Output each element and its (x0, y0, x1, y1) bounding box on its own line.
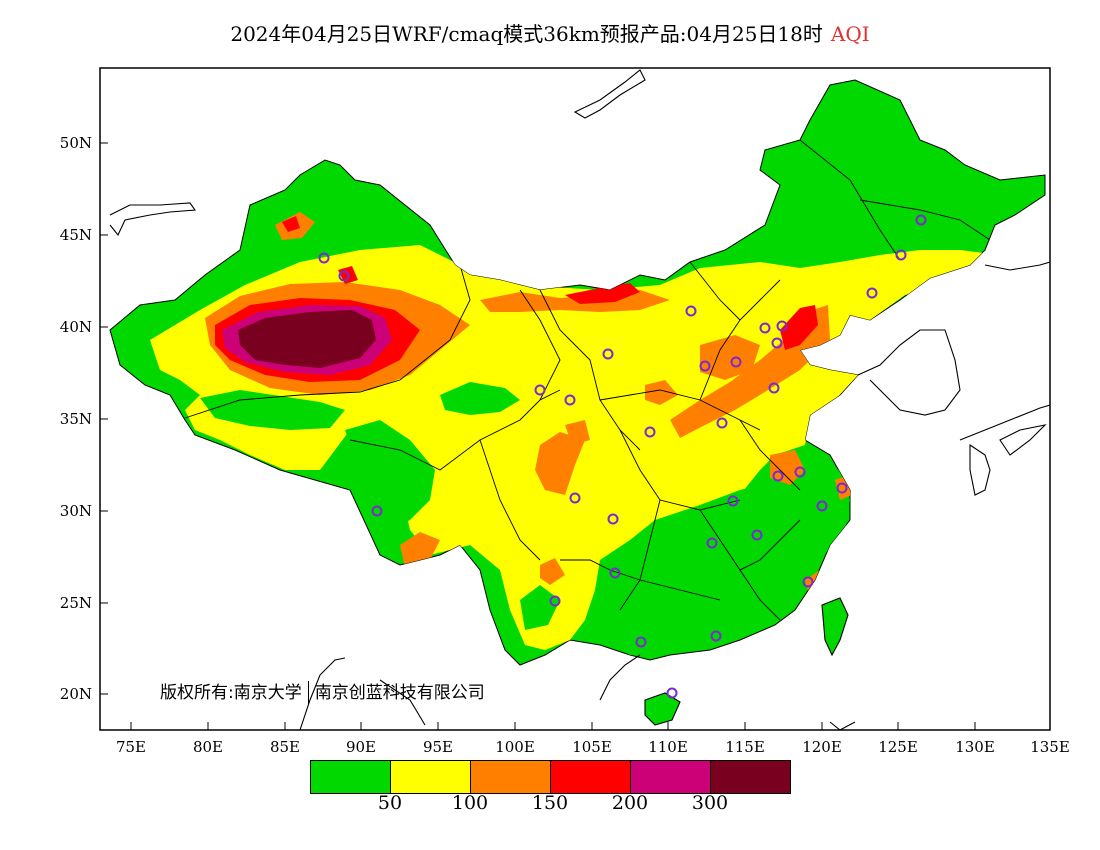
lat-label: 45N (59, 226, 92, 244)
lon-label: 100E (495, 738, 535, 756)
axis-ticks (100, 142, 1051, 730)
color-legend (310, 760, 791, 794)
lon-label: 80E (192, 738, 224, 756)
lat-label: 30N (59, 502, 92, 520)
lon-label: 135E (1030, 738, 1070, 756)
title-text: 2024年04月25日WRF/cmaq模式36km预报产品:04月25日18时 (230, 22, 823, 46)
legend-swatch (551, 761, 631, 793)
legend-swatch (471, 761, 551, 793)
variable-label: AQI (830, 22, 870, 46)
copyright-notice: 版权所有:南京大学 南京创蓝科技有限公司 (160, 678, 485, 705)
city-markers (318, 214, 927, 699)
legend-swatch (391, 761, 471, 793)
copyright-part1: 版权所有:南京大学 (160, 683, 302, 703)
legend-level: 50 (377, 792, 403, 814)
lat-label: 25N (59, 594, 92, 612)
copyright-separator (307, 681, 309, 705)
lon-label: 120E (802, 738, 842, 756)
coastlines (109, 69, 1050, 730)
legend-level: 100 (451, 792, 489, 814)
lon-label: 95E (422, 738, 454, 756)
lon-label: 75E (115, 738, 147, 756)
province-borders (184, 139, 991, 621)
lon-label: 115E (725, 738, 765, 756)
legend-swatch (711, 761, 790, 793)
lat-label: 40N (59, 318, 92, 336)
lon-label: 105E (572, 738, 612, 756)
legend-level: 150 (531, 792, 569, 814)
aqi-field (109, 79, 1046, 666)
legend-swatch (631, 761, 711, 793)
lon-label: 125E (878, 738, 918, 756)
copyright-part2: 南京创蓝科技有限公司 (314, 683, 485, 703)
lon-label: 110E (648, 738, 688, 756)
legend-level: 300 (691, 792, 729, 814)
legend-swatch (311, 761, 391, 793)
lon-label: 130E (955, 738, 995, 756)
map-frame (99, 67, 1051, 731)
lat-label: 20N (59, 685, 92, 703)
lat-label: 50N (59, 134, 92, 152)
lon-label: 90E (345, 738, 377, 756)
legend-level: 200 (611, 792, 649, 814)
map-title: 2024年04月25日WRF/cmaq模式36km预报产品:04月25日18时 A… (0, 18, 1100, 47)
lon-label: 85E (269, 738, 301, 756)
lat-label: 35N (59, 410, 92, 428)
